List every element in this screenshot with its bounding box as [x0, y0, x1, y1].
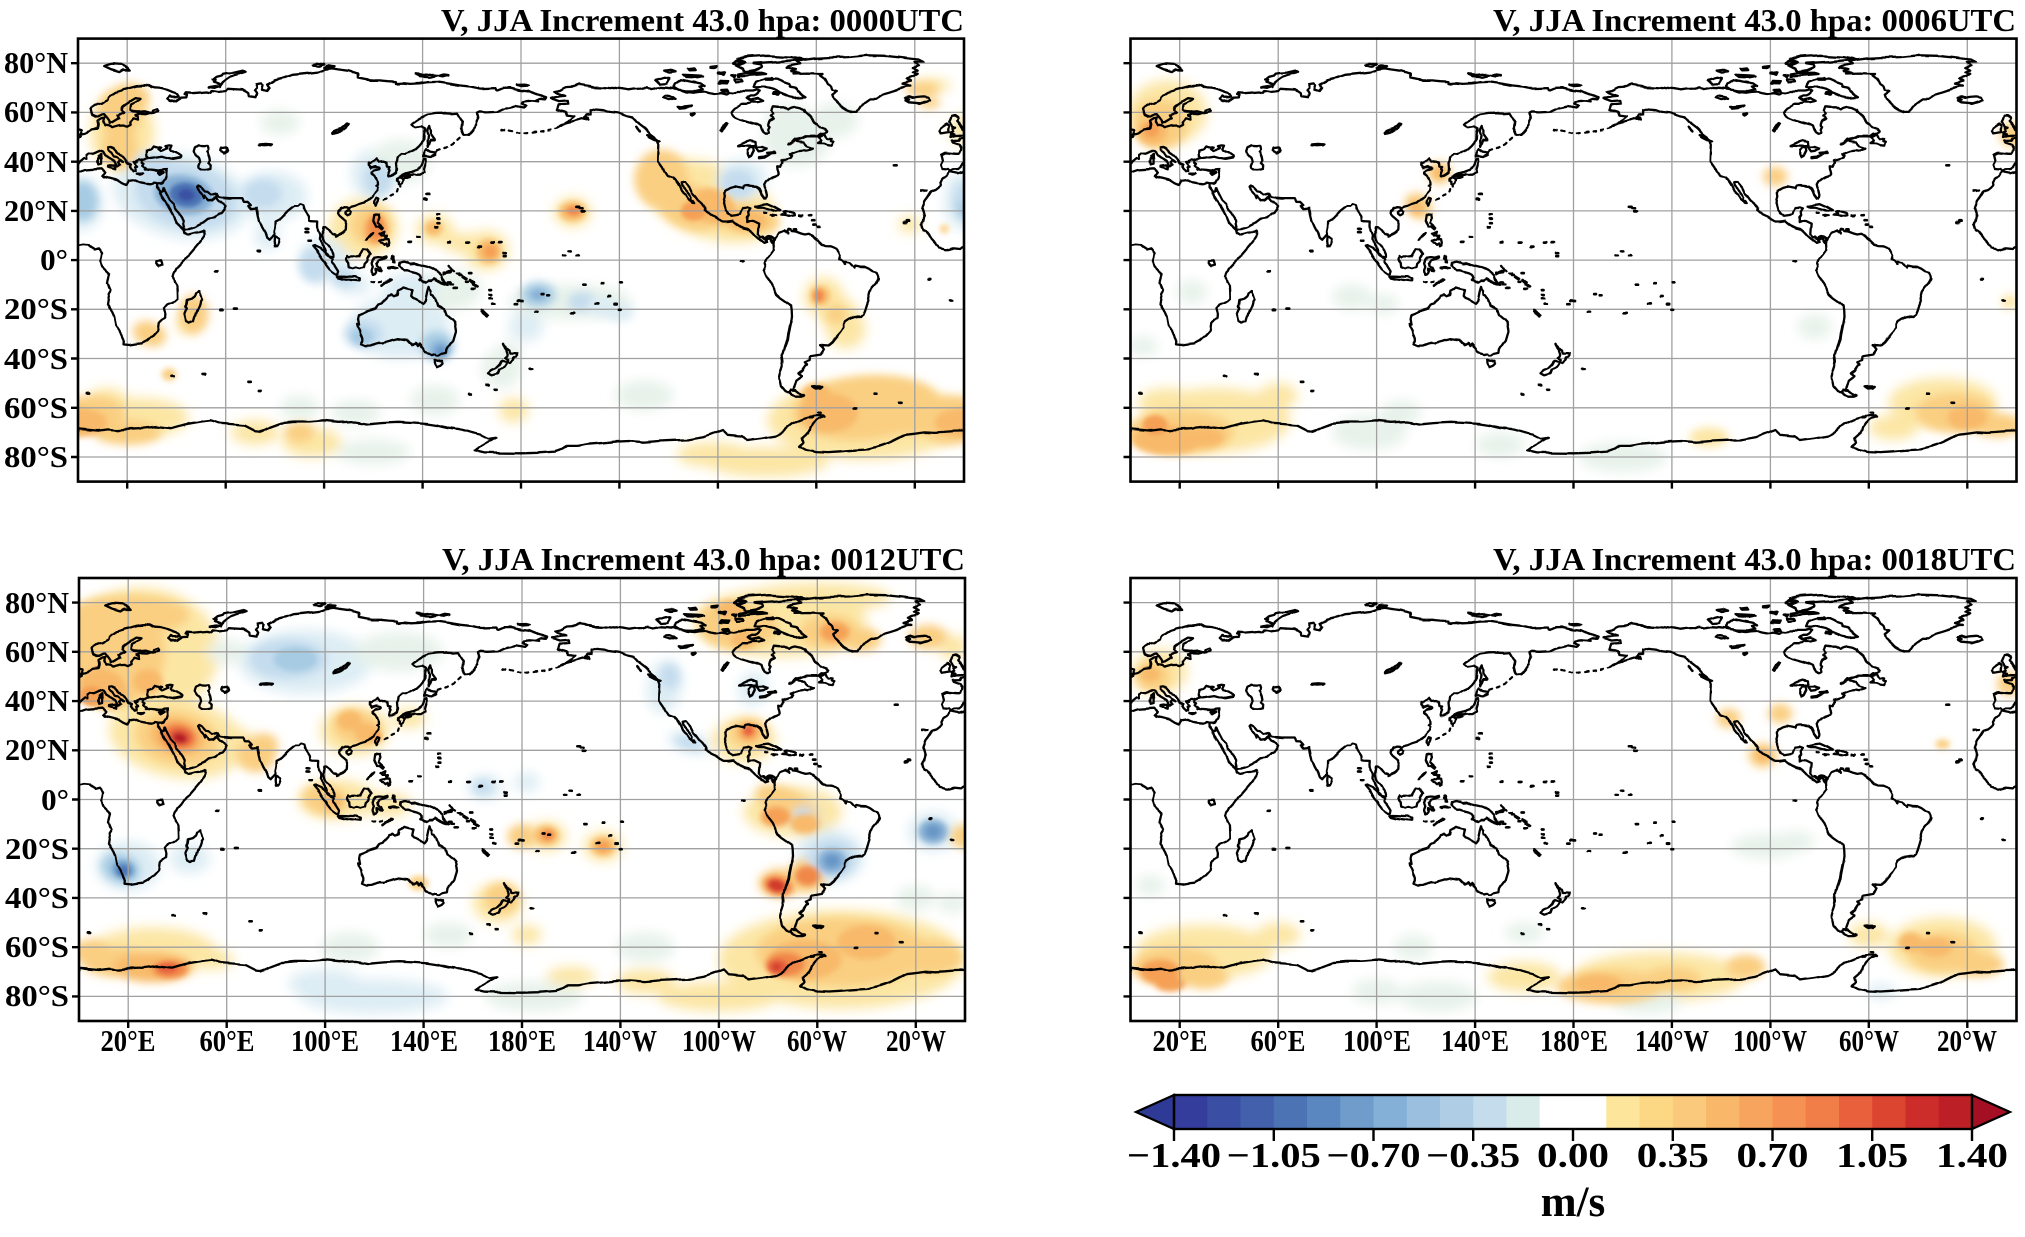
svg-text:60°W: 60°W — [1839, 1023, 1899, 1058]
svg-text:60°N: 60°N — [5, 634, 69, 669]
svg-text:20°S: 20°S — [5, 831, 69, 866]
svg-text:60°E: 60°E — [200, 1023, 255, 1058]
svg-text:40°N: 40°N — [4, 144, 68, 179]
svg-text:−1.05: −1.05 — [1227, 1136, 1321, 1175]
svg-text:140°W: 140°W — [1635, 1023, 1709, 1058]
svg-text:60°E: 60°E — [1251, 1023, 1306, 1058]
svg-text:0.35: 0.35 — [1637, 1136, 1709, 1175]
svg-text:0.00: 0.00 — [1537, 1136, 1609, 1175]
svg-text:0°: 0° — [40, 242, 68, 277]
svg-text:20°W: 20°W — [886, 1023, 946, 1058]
svg-text:180°E: 180°E — [488, 1023, 556, 1058]
svg-text:V, JJA Increment 43.0 hpa: 000: V, JJA Increment 43.0 hpa: 0000UTC — [441, 3, 964, 38]
svg-text:1.40: 1.40 — [1936, 1136, 2008, 1175]
svg-text:V, JJA Increment 43.0 hpa: 001: V, JJA Increment 43.0 hpa: 0012UTC — [442, 542, 965, 577]
svg-text:20°S: 20°S — [4, 291, 68, 326]
svg-text:20°N: 20°N — [5, 732, 69, 767]
svg-text:20°W: 20°W — [1937, 1023, 1997, 1058]
svg-text:40°S: 40°S — [4, 341, 68, 376]
svg-text:80°S: 80°S — [4, 439, 68, 474]
svg-text:80°S: 80°S — [5, 978, 69, 1013]
svg-text:20°E: 20°E — [101, 1023, 156, 1058]
svg-text:180°E: 180°E — [1540, 1023, 1608, 1058]
svg-text:V, JJA Increment 43.0 hpa: 000: V, JJA Increment 43.0 hpa: 0006UTC — [1493, 3, 2016, 38]
svg-text:80°N: 80°N — [5, 585, 69, 620]
svg-text:60°S: 60°S — [5, 929, 69, 964]
svg-text:40°S: 40°S — [5, 880, 69, 915]
svg-text:−0.35: −0.35 — [1426, 1136, 1520, 1175]
svg-text:140°W: 140°W — [583, 1023, 657, 1058]
svg-text:0.70: 0.70 — [1737, 1136, 1809, 1175]
svg-text:0°: 0° — [41, 782, 69, 817]
svg-text:−0.70: −0.70 — [1327, 1136, 1421, 1175]
svg-text:−1.40: −1.40 — [1127, 1136, 1221, 1175]
svg-text:40°N: 40°N — [5, 683, 69, 718]
svg-text:100°W: 100°W — [682, 1023, 756, 1058]
svg-text:140°E: 140°E — [390, 1023, 458, 1058]
svg-text:60°N: 60°N — [4, 94, 68, 129]
svg-text:20°E: 20°E — [1153, 1023, 1208, 1058]
svg-text:100°W: 100°W — [1733, 1023, 1807, 1058]
svg-text:m/s: m/s — [1541, 1179, 1606, 1226]
svg-text:20°N: 20°N — [4, 193, 68, 228]
svg-text:100°E: 100°E — [1343, 1023, 1411, 1058]
svg-text:1.05: 1.05 — [1836, 1136, 1908, 1175]
svg-text:60°S: 60°S — [4, 390, 68, 425]
svg-text:V, JJA Increment 43.0 hpa: 001: V, JJA Increment 43.0 hpa: 0018UTC — [1493, 542, 2016, 577]
svg-text:100°E: 100°E — [291, 1023, 359, 1058]
svg-text:60°W: 60°W — [787, 1023, 847, 1058]
svg-text:80°N: 80°N — [4, 45, 68, 80]
svg-text:140°E: 140°E — [1441, 1023, 1509, 1058]
